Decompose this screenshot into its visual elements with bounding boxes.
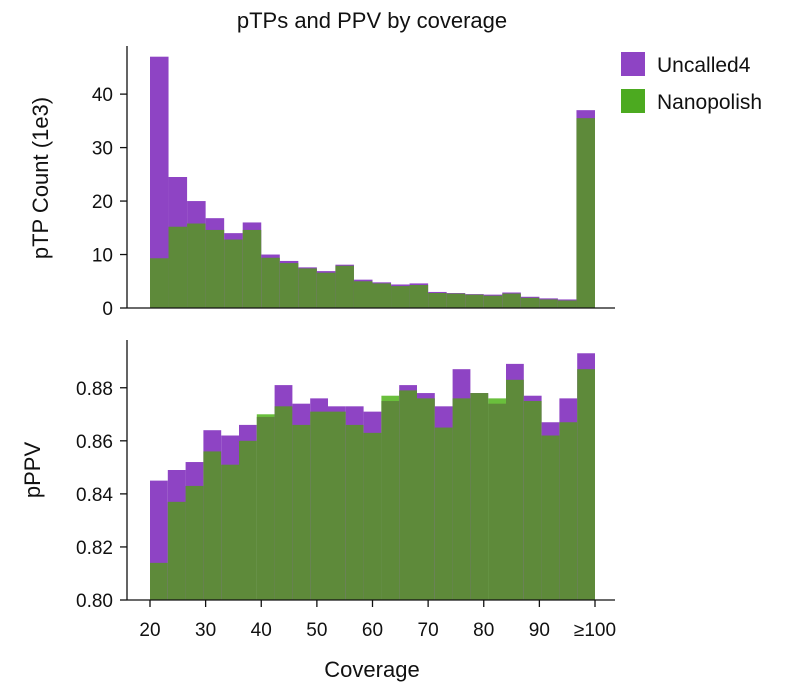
legend-swatch-nanopolish <box>621 89 645 113</box>
x-tick-label: 30 <box>195 620 216 641</box>
bar-nanopolish <box>279 263 299 308</box>
x-tick-label: 40 <box>251 620 272 641</box>
bar-nanopolish <box>242 229 262 308</box>
bar-uncalled4 <box>488 403 506 600</box>
y-tick-label: 0.88 <box>76 379 113 400</box>
bar-nanopolish <box>203 451 222 600</box>
legend-swatch-uncalled4 <box>621 52 645 76</box>
bottom-panel: 0.80 0.82 0.84 0.86 0.88 20 30 40 50 60 70 80 90 ≥10… <box>20 340 616 682</box>
bar-nanopolish <box>167 501 186 600</box>
x-axis-label: Coverage <box>324 657 419 682</box>
y-tick-label: 0.86 <box>76 432 113 453</box>
bar-nanopolish <box>372 283 392 308</box>
bar-nanopolish <box>205 229 225 308</box>
bar-nanopolish <box>465 294 484 308</box>
bar-nanopolish <box>328 411 346 600</box>
bar-nanopolish <box>577 369 595 600</box>
x-tick-label: ≥100 <box>574 620 616 641</box>
legend-label-uncalled4: Uncalled4 <box>657 54 751 77</box>
bar-nanopolish <box>391 286 410 308</box>
bar-nanopolish <box>185 485 204 600</box>
y-tick-label: 20 <box>92 192 113 213</box>
bar-nanopolish <box>417 398 435 600</box>
bar-nanopolish <box>539 299 558 308</box>
bar-nanopolish <box>541 435 560 600</box>
top-y-ticks: 0 10 20 30 40 <box>92 85 127 320</box>
bar-nanopolish <box>557 300 577 308</box>
bar-uncalled4 <box>150 56 169 308</box>
bottom-y-axis-label: pPPV <box>20 442 45 499</box>
bar-nanopolish <box>502 293 521 308</box>
bar-nanopolish <box>345 424 364 600</box>
x-tick-label: 90 <box>529 620 550 641</box>
bar-nanopolish <box>221 464 239 600</box>
top-bars <box>150 56 595 308</box>
x-tick-label: 60 <box>362 620 383 641</box>
legend: Uncalled4 Nanopolish <box>621 52 762 114</box>
top-y-axis-label: pTP Count (1e3) <box>28 97 53 259</box>
y-tick-label: 10 <box>92 246 113 267</box>
bottom-x-ticks: 20 30 40 50 60 70 80 90 ≥100 <box>139 600 616 641</box>
bar-nanopolish <box>261 257 280 308</box>
bar-nanopolish <box>452 398 471 600</box>
legend-label-nanopolish: Nanopolish <box>657 91 762 114</box>
y-tick-label: 40 <box>92 85 113 106</box>
bar-nanopolish <box>506 379 524 600</box>
bar-nanopolish <box>520 297 540 308</box>
bar-nanopolish <box>316 272 336 308</box>
bottom-bars <box>150 353 595 600</box>
y-tick-label: 0 <box>102 299 113 320</box>
bar-nanopolish <box>559 422 578 600</box>
x-tick-label: 20 <box>139 620 160 641</box>
bar-nanopolish <box>168 226 188 308</box>
bar-nanopolish <box>483 295 503 308</box>
y-tick-label: 30 <box>92 139 113 160</box>
bar-nanopolish <box>399 390 417 600</box>
y-tick-label: 0.84 <box>76 485 113 506</box>
bar-nanopolish <box>335 265 354 308</box>
bar-uncalled4 <box>381 401 400 600</box>
bar-nanopolish <box>187 223 206 308</box>
y-tick-label: 0.80 <box>76 591 113 612</box>
bar-nanopolish <box>292 424 311 600</box>
bar-nanopolish <box>428 293 447 308</box>
bar-nanopolish <box>523 401 542 600</box>
x-tick-label: 70 <box>418 620 439 641</box>
bar-nanopolish <box>576 118 595 308</box>
bar-uncalled4 <box>256 416 275 600</box>
top-panel: 0 10 20 30 40 pTP Count (1e3) <box>28 46 615 320</box>
bar-nanopolish <box>353 281 373 308</box>
chart-title: pTPs and PPV by coverage <box>237 8 507 33</box>
bar-nanopolish <box>363 432 382 600</box>
bar-nanopolish <box>409 285 429 308</box>
bar-nanopolish <box>224 239 243 308</box>
bar-nanopolish <box>239 440 257 600</box>
x-tick-label: 80 <box>473 620 494 641</box>
bar-nanopolish <box>310 411 328 600</box>
bar-nanopolish <box>150 562 168 600</box>
bottom-y-ticks: 0.80 0.82 0.84 0.86 0.88 <box>76 379 127 612</box>
x-tick-label: 50 <box>306 620 327 641</box>
bar-nanopolish <box>446 293 466 308</box>
bar-nanopolish <box>298 268 317 308</box>
bar-nanopolish <box>274 406 293 600</box>
bar-nanopolish <box>434 427 453 600</box>
y-tick-label: 0.82 <box>76 538 113 559</box>
bar-nanopolish <box>470 393 489 600</box>
bar-nanopolish <box>150 258 169 308</box>
